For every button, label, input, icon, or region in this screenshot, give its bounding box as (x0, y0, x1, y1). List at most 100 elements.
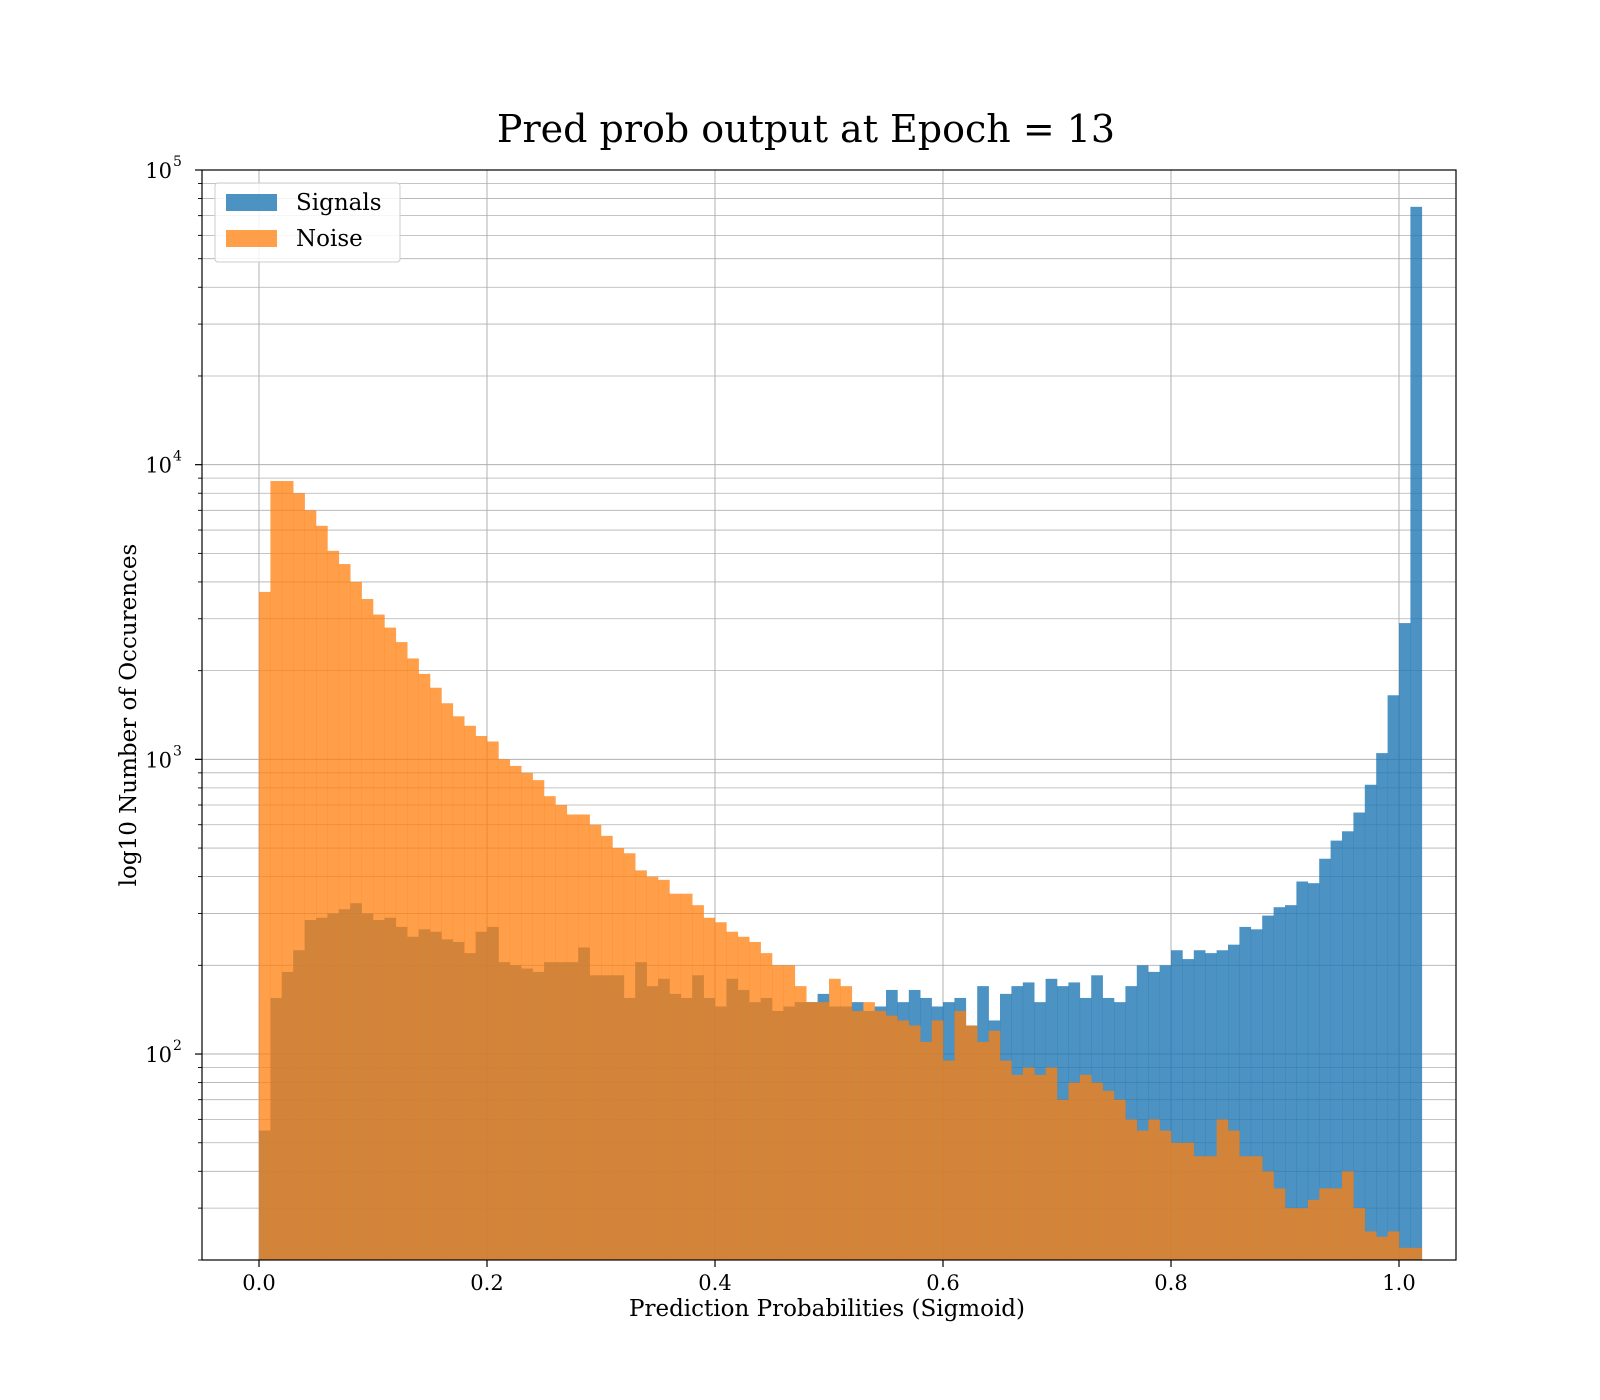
bar-noise-42 (737, 936, 750, 1260)
bar-noise-64 (988, 1030, 1001, 1260)
bar-noise-23 (521, 772, 533, 1260)
bar-noise-68 (1034, 1074, 1046, 1260)
bar-noise-22 (509, 765, 522, 1260)
bar-noise-9 (361, 599, 374, 1260)
bar-signals-94 (1330, 840, 1343, 1260)
bar-noise-46 (783, 965, 796, 1260)
bar-noise-12 (395, 642, 408, 1260)
bar-signals-92 (1307, 883, 1320, 1260)
bar-noise-37 (680, 893, 693, 1260)
bar-noise-14 (418, 673, 431, 1260)
bar-noise-45 (772, 965, 784, 1260)
bar-noise-55 (886, 1015, 898, 1260)
bar-noise-77 (1136, 1130, 1149, 1260)
bar-noise-101 (1410, 1247, 1423, 1260)
bar-noise-18 (464, 725, 476, 1260)
bar-noise-73 (1091, 1082, 1103, 1260)
y-tick-exponent-0: 2 (173, 1038, 182, 1054)
y-tick-label-1: 10 (145, 748, 172, 772)
x-tick-label-3: 0.6 (926, 1271, 959, 1295)
legend-label-signals: Signals (296, 190, 382, 216)
bar-noise-32 (623, 853, 636, 1260)
bar-signals-99 (1387, 695, 1400, 1260)
bar-signals-100 (1399, 623, 1411, 1260)
bar-noise-0 (259, 591, 271, 1260)
bar-noise-94 (1330, 1188, 1343, 1260)
bar-noise-43 (749, 941, 761, 1260)
bar-noise-91 (1296, 1208, 1309, 1260)
bar-signals-96 (1353, 812, 1366, 1260)
bar-noise-13 (407, 658, 419, 1260)
y-tick-exponent-3: 5 (173, 154, 182, 170)
bar-signals-95 (1342, 831, 1354, 1260)
bar-noise-21 (498, 759, 511, 1260)
bar-signals-97 (1364, 784, 1377, 1260)
bar-noise-86 (1239, 1156, 1252, 1260)
bar-noise-48 (806, 1002, 818, 1260)
bar-noise-67 (1022, 1067, 1035, 1260)
bar-signals-87 (1250, 929, 1263, 1260)
x-tick-label-5: 1.0 (1382, 1271, 1415, 1295)
y-axis-label: log10 Number of Occurences (116, 544, 142, 887)
bar-noise-36 (669, 893, 682, 1260)
bar-noise-93 (1319, 1188, 1331, 1260)
bar-signals-91 (1296, 881, 1309, 1260)
bar-noise-70 (1057, 1099, 1069, 1260)
bar-signals-77 (1136, 965, 1149, 1260)
bar-noise-49 (817, 1002, 830, 1260)
bar-noise-5 (316, 525, 328, 1260)
bar-signals-93 (1319, 858, 1331, 1260)
bar-noise-65 (1000, 1060, 1012, 1260)
bar-noise-54 (874, 1010, 887, 1260)
bar-signals-90 (1285, 905, 1297, 1260)
bar-noise-71 (1068, 1082, 1081, 1260)
bar-noise-88 (1262, 1171, 1274, 1260)
bar-noise-90 (1285, 1208, 1297, 1260)
bar-noise-58 (920, 1041, 932, 1260)
x-axis-label: Prediction Probabilities (Sigmoid) (629, 1296, 1025, 1322)
bar-signals-84 (1216, 950, 1229, 1260)
bar-noise-92 (1307, 1199, 1320, 1260)
bar-signals-98 (1376, 753, 1388, 1260)
x-tick-label-1: 0.2 (470, 1271, 503, 1295)
x-tick-label-2: 0.4 (698, 1271, 731, 1295)
x-tick-label-4: 0.8 (1154, 1271, 1187, 1295)
bar-noise-98 (1376, 1236, 1388, 1260)
bar-signals-81 (1182, 959, 1195, 1260)
bar-signals-88 (1262, 915, 1274, 1260)
bar-noise-84 (1216, 1119, 1229, 1260)
bar-noise-2 (281, 481, 294, 1261)
bar-noise-72 (1079, 1074, 1092, 1260)
bar-noise-20 (487, 741, 499, 1260)
bar-noise-3 (293, 493, 305, 1260)
bar-noise-31 (612, 848, 625, 1260)
bar-signals-86 (1239, 926, 1252, 1260)
bar-noise-38 (692, 905, 704, 1260)
bar-noise-25 (544, 796, 556, 1260)
bar-noise-17 (452, 716, 465, 1260)
bar-noise-51 (840, 986, 853, 1260)
bar-noise-63 (977, 1041, 989, 1260)
bar-noise-7 (338, 564, 351, 1260)
bar-noise-44 (760, 953, 773, 1260)
bar-noise-1 (270, 481, 283, 1261)
bar-noise-28 (578, 814, 590, 1260)
bar-noise-74 (1102, 1090, 1115, 1260)
bar-noise-95 (1342, 1171, 1354, 1260)
legend-swatch-signals (226, 194, 277, 211)
x-tick-label-0: 0.0 (242, 1271, 275, 1295)
bar-noise-53 (863, 1002, 875, 1260)
bar-noise-15 (430, 687, 442, 1260)
bar-noise-97 (1364, 1231, 1377, 1260)
bar-noise-96 (1353, 1208, 1366, 1260)
bar-signals-101 (1410, 206, 1423, 1260)
bar-noise-69 (1045, 1067, 1058, 1260)
bar-noise-41 (726, 931, 739, 1260)
bar-noise-82 (1193, 1156, 1206, 1260)
bar-noise-80 (1171, 1142, 1183, 1260)
bar-signals-79 (1159, 965, 1172, 1260)
bar-noise-83 (1205, 1156, 1217, 1260)
y-tick-exponent-1: 3 (173, 743, 182, 759)
